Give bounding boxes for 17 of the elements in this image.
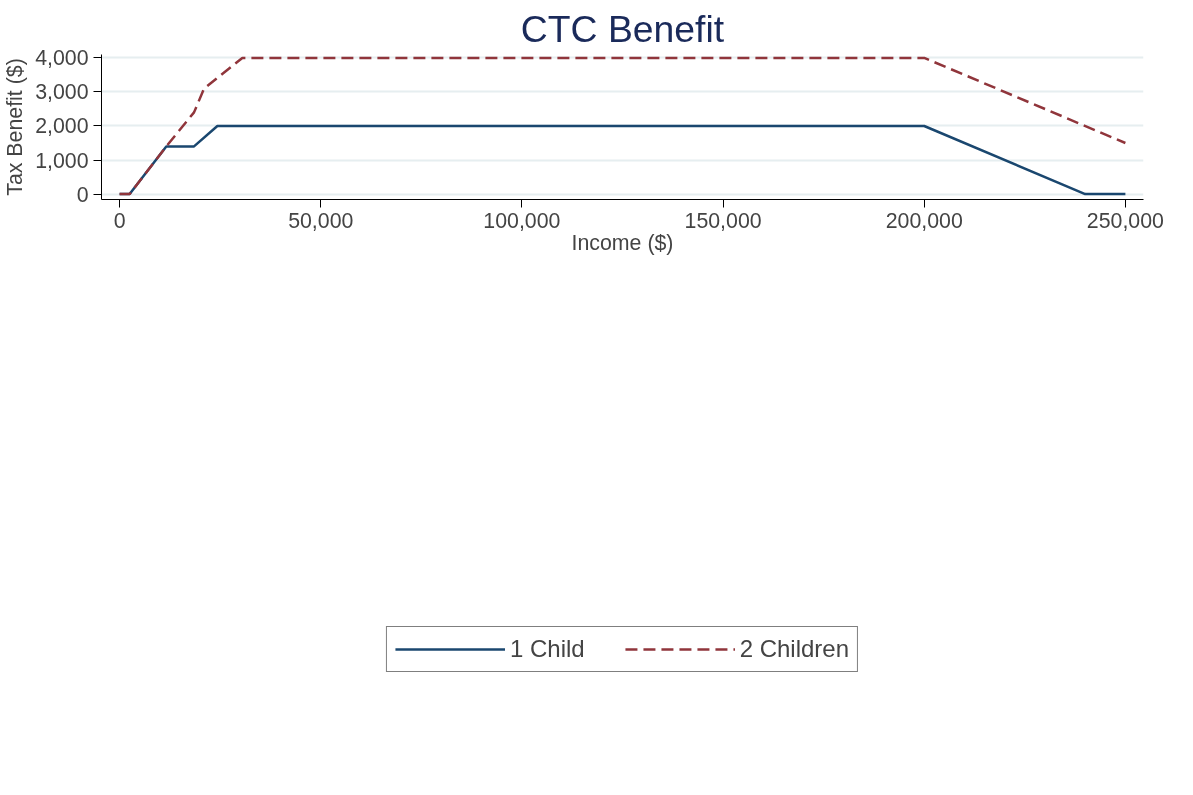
y-tick-label: 3,000 (35, 80, 89, 105)
y-tick-label: 1,000 (35, 148, 89, 173)
x-tick-label: 50,000 (288, 208, 354, 233)
x-tick-label: 250,000 (1086, 208, 1165, 233)
legend-label: 1 Child (509, 635, 585, 663)
x-tick-label: 100,000 (483, 208, 561, 233)
y-tick-label: 4,000 (35, 46, 89, 71)
y-axis-title: Tax Benefit ($) (3, 58, 28, 196)
y-tick-label: 2,000 (35, 114, 89, 139)
x-tick-label: 200,000 (885, 208, 963, 233)
legend-label: 2 Children (739, 635, 850, 663)
x-axis-title: Income ($) (571, 230, 674, 255)
chart-title: CTC Benefit (520, 7, 725, 50)
line-series (118, 56, 1127, 196)
x-tick-label: 150,000 (684, 208, 762, 233)
y-tick-label: 0 (76, 182, 89, 207)
x-tick-label: 0 (113, 208, 126, 233)
